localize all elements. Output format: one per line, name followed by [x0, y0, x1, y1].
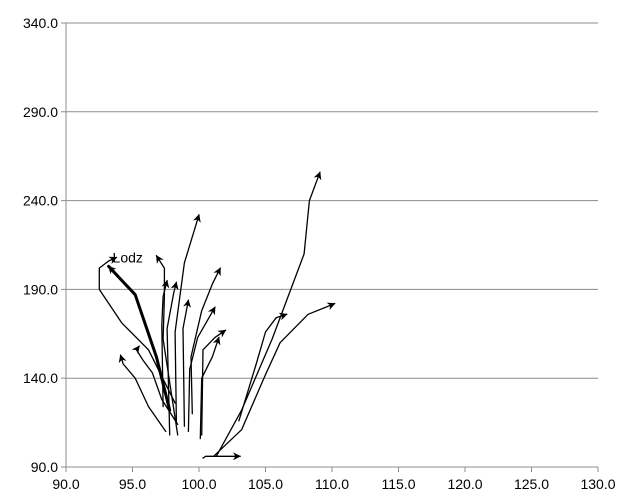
- series-layer: [98, 171, 336, 461]
- series-line: [98, 256, 176, 404]
- tick-labels: 90.0 140.0 190.0 240.0 290.0 340.0 90.0 95.0 100…: [23, 15, 616, 492]
- y-tick-label: 290.0: [23, 104, 58, 120]
- x-tick-label: 130.0: [580, 476, 615, 492]
- series-line: [190, 267, 221, 415]
- y-tick-label: 140.0: [23, 370, 58, 386]
- series-line: [166, 281, 179, 436]
- series-line: [202, 452, 241, 461]
- y-tick-label: 340.0: [23, 15, 58, 31]
- y-tick-label: 90.0: [31, 459, 58, 475]
- series-line: [212, 302, 336, 457]
- x-tick-label: 125.0: [514, 476, 549, 492]
- series-line: [199, 336, 221, 440]
- y-tick-label: 240.0: [23, 193, 58, 209]
- series-line: [131, 345, 179, 426]
- x-tick-label: 90.0: [52, 476, 79, 492]
- series-line: [187, 306, 216, 433]
- series-line: [174, 214, 201, 424]
- x-tick-label: 95.0: [119, 476, 146, 492]
- annotations: Lodz: [113, 249, 143, 265]
- annotation-label: Lodz: [113, 249, 143, 265]
- x-tick-label: 110.0: [315, 476, 349, 492]
- series-line: [238, 312, 288, 422]
- x-tick-label: 115.0: [382, 476, 416, 492]
- series-line: [118, 354, 167, 433]
- series-line: [161, 279, 170, 408]
- x-tick-label: 120.0: [447, 476, 482, 492]
- series-line: [201, 329, 227, 436]
- series-line: [215, 171, 322, 457]
- x-tick-label: 105.0: [248, 476, 283, 492]
- x-tick-label: 100.0: [181, 476, 216, 492]
- axes: [61, 22, 599, 472]
- series-line-highlighted: [107, 264, 172, 412]
- series-line: [182, 299, 191, 427]
- y-tick-label: 190.0: [23, 281, 58, 297]
- gridlines: [66, 22, 598, 379]
